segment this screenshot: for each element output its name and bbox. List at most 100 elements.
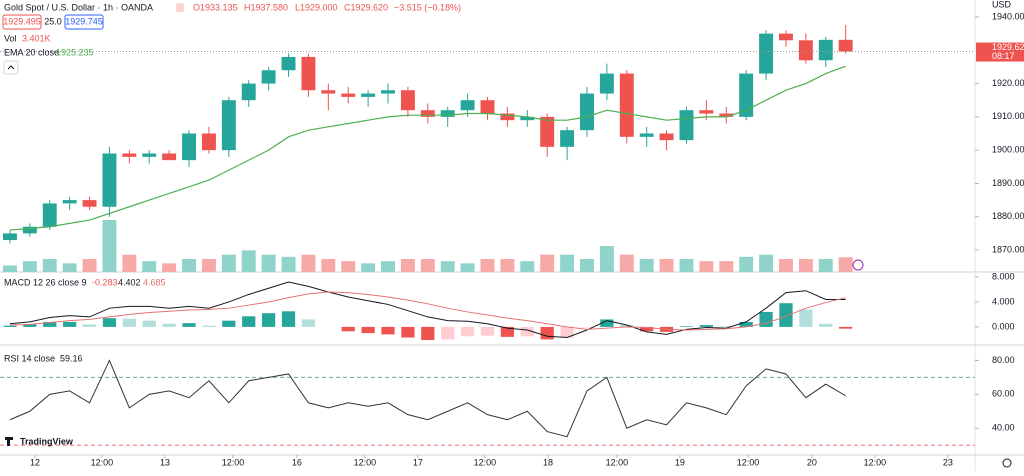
volume-bar xyxy=(341,261,356,272)
volume-bar xyxy=(679,259,694,272)
macd-histogram-bar xyxy=(341,326,355,332)
candle-body xyxy=(739,73,754,117)
volume-bar xyxy=(321,259,336,272)
macd-histogram-bar xyxy=(182,323,196,327)
macd-histogram-bar xyxy=(23,324,37,327)
macd-histogram-bar xyxy=(3,325,17,327)
volume-bar xyxy=(739,256,754,272)
macd-histogram-bar xyxy=(759,311,773,327)
macd-histogram-bar xyxy=(839,326,853,329)
macd-histogram-bar xyxy=(580,326,594,328)
candle-body xyxy=(241,83,256,101)
volume-bar xyxy=(201,259,216,272)
macd-legend: MACD 12 26 close 9 xyxy=(4,277,87,287)
sell-button[interactable] xyxy=(2,14,42,30)
macd-histogram-bar xyxy=(301,319,316,327)
candle-body xyxy=(261,70,276,84)
collapse-button[interactable] xyxy=(3,60,19,75)
y-tick-label: 1870.000 xyxy=(992,244,1024,254)
volume-bar xyxy=(162,263,177,272)
volume-bar xyxy=(82,259,97,272)
event-icon[interactable] xyxy=(852,259,864,271)
y-tick-label: 1920.000 xyxy=(992,78,1024,88)
macd-histogram-bar xyxy=(82,324,97,327)
macd-histogram-bar xyxy=(560,326,574,338)
volume-bar xyxy=(798,259,813,272)
candle-body xyxy=(42,203,57,227)
volume-bar xyxy=(560,254,575,272)
flag-icon[interactable] xyxy=(176,3,184,12)
candle-body xyxy=(400,90,415,111)
settings-icon[interactable] xyxy=(1002,458,1012,468)
macd-histogram-bar xyxy=(162,323,176,327)
volume-bar xyxy=(182,259,196,272)
change-label: −3.515 (−0.18%) xyxy=(394,2,461,12)
candle-body xyxy=(818,39,833,61)
macd-value: 4.402 xyxy=(118,277,141,287)
volume-bar xyxy=(440,261,455,272)
signal-value: 4.685 xyxy=(143,277,166,287)
collapse-icon[interactable] xyxy=(7,65,15,70)
buy-price[interactable]: 1929.745 xyxy=(65,16,103,26)
candle-body xyxy=(381,90,395,94)
candle-body xyxy=(420,110,435,117)
candle-body xyxy=(460,100,475,111)
volume-bar xyxy=(759,254,774,272)
candle-body xyxy=(162,153,177,161)
y-tick-label: 40.00 xyxy=(992,423,1015,433)
volume-bar xyxy=(460,263,475,272)
candle-body xyxy=(142,153,157,157)
macd-histogram-bar xyxy=(819,323,833,327)
candle-body xyxy=(560,130,575,147)
volume-bar xyxy=(2,265,17,272)
volume-bar xyxy=(62,263,77,272)
candle-body xyxy=(122,153,137,157)
volume-bar xyxy=(520,261,535,272)
macd-histogram-bar xyxy=(401,326,415,338)
candle-body xyxy=(520,116,535,121)
candle-body xyxy=(639,133,654,137)
x-tick-label: 23 xyxy=(943,457,953,467)
volume-bar xyxy=(301,254,316,272)
volume-bar xyxy=(281,256,296,272)
volume-bar xyxy=(42,259,57,272)
candle-body xyxy=(22,226,37,234)
macd-histogram-bar xyxy=(520,326,534,337)
candle-body xyxy=(82,200,97,207)
candle-body xyxy=(440,110,455,117)
volume-bar xyxy=(361,263,376,272)
candle-body xyxy=(540,116,555,147)
macd-histogram-bar xyxy=(441,326,455,340)
brand: TradingView xyxy=(20,436,74,446)
x-tick-label: 16 xyxy=(292,457,302,467)
marks xyxy=(0,16,979,458)
volume-bar xyxy=(142,261,157,272)
candle-body xyxy=(599,73,614,94)
candle-body xyxy=(798,40,813,61)
sell-price[interactable]: 1929.495 xyxy=(3,16,41,26)
macd-histogram-bar xyxy=(679,326,694,327)
buy-button[interactable] xyxy=(64,14,104,30)
candle-body xyxy=(480,100,495,114)
y-tick-label: 1890.000 xyxy=(992,178,1024,188)
macd-histogram-bar xyxy=(361,326,375,334)
volume-bar xyxy=(699,261,714,272)
high-label: H1937.580 xyxy=(244,2,288,12)
open-label: O1933.135 xyxy=(193,2,238,12)
macd-histogram-bar xyxy=(620,325,634,327)
macd-histogram-bar xyxy=(202,325,216,327)
y-tick-label: 0.000 xyxy=(992,321,1015,331)
candle-body xyxy=(201,133,216,151)
rsi-legend: RSI 14 close xyxy=(4,353,55,363)
x-tick-label: 18 xyxy=(543,457,553,467)
last-price-box xyxy=(976,42,1024,62)
currency: USD xyxy=(992,0,1012,9)
x-tick-label: 13 xyxy=(160,457,170,467)
volume-bar xyxy=(719,261,734,272)
macd-line xyxy=(9,291,846,331)
macd-histogram-bar xyxy=(500,326,515,337)
macd-histogram-bar xyxy=(102,318,117,327)
x-tick-label: 12:00 xyxy=(354,457,377,467)
rsi-line xyxy=(9,359,846,438)
candle-body xyxy=(281,56,296,71)
